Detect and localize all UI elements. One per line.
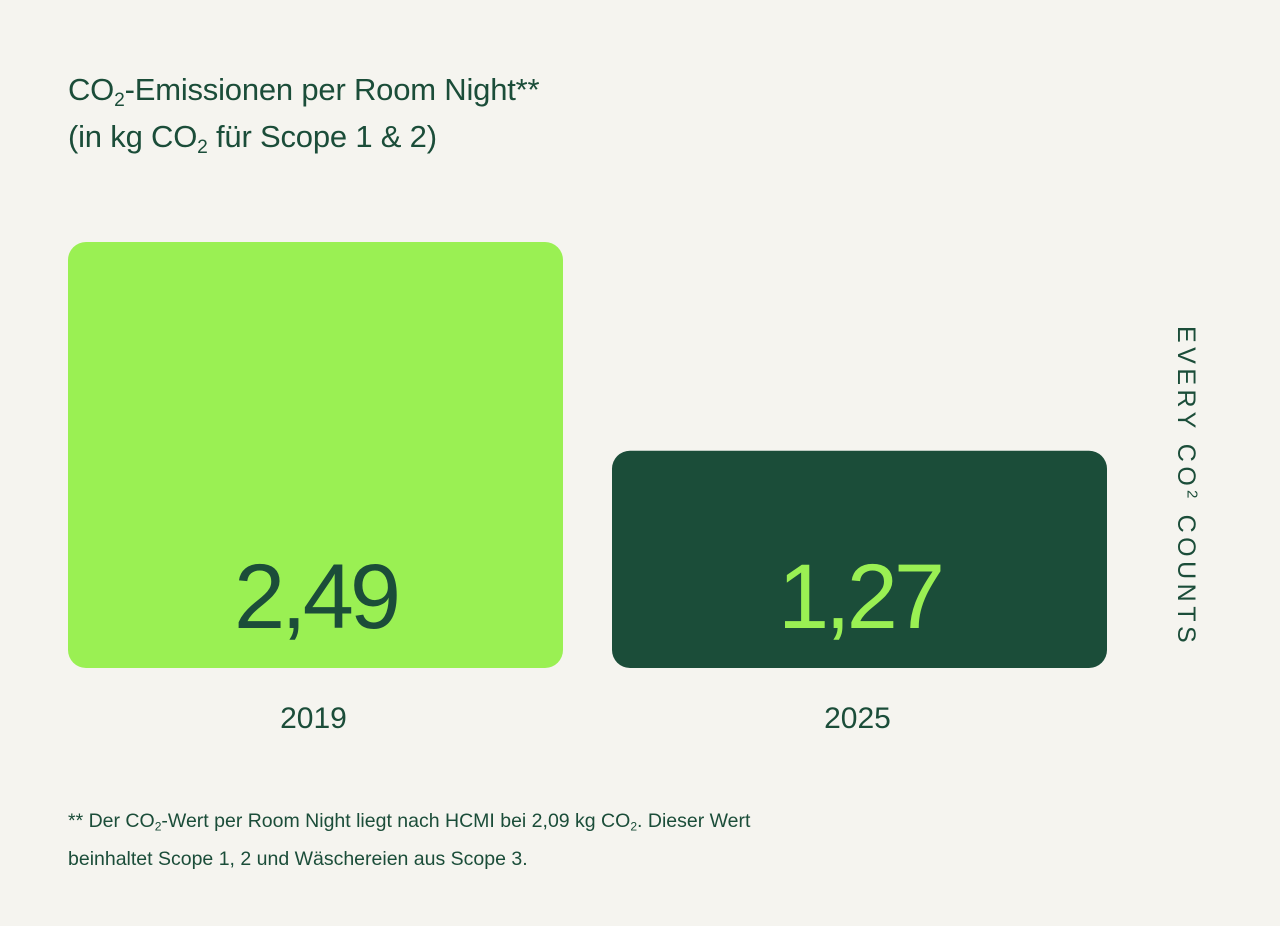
value-label-2025: 1,27	[778, 546, 941, 648]
title-line-1: CO2-Emissionen per Room Night**	[68, 72, 540, 112]
bar-2019	[68, 242, 563, 668]
category-label-2019: 2019	[280, 702, 347, 735]
value-label-2019: 2,49	[234, 546, 397, 648]
footnote-line-2: beinhaltet Scope 1, 2 und Wäschereien au…	[68, 848, 528, 870]
side-slogan: EVERY CO2 COUNTS	[1172, 326, 1201, 648]
footnote-line-1: ** Der CO2-Wert per Room Night liegt nac…	[68, 810, 751, 834]
category-label-2025: 2025	[824, 702, 891, 735]
chart-title: CO2-Emissionen per Room Night** (in kg C…	[68, 66, 540, 160]
bar-2025	[612, 450, 1107, 668]
footnote: ** Der CO2-Wert per Room Night liegt nac…	[68, 802, 750, 878]
title-line-2: (in kg CO2 für Scope 1 & 2)	[68, 119, 437, 159]
